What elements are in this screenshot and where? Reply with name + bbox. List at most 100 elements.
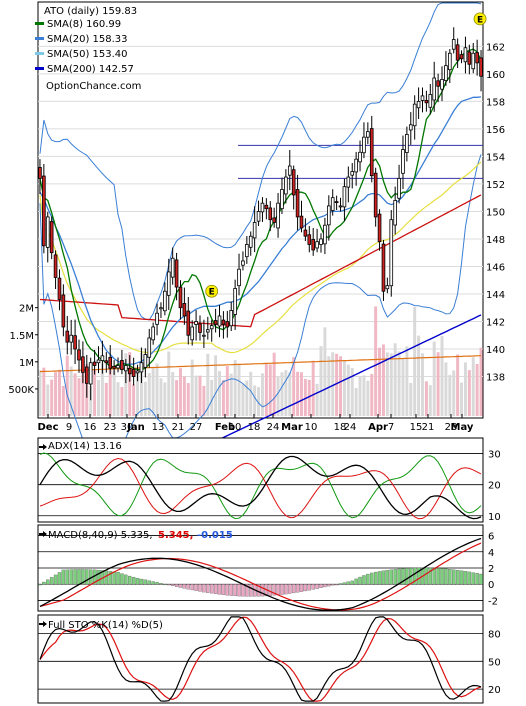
macd-line (39, 537, 482, 611)
volume-bar (335, 353, 339, 416)
sto-d-line (39, 616, 482, 702)
macd-histogram-bar (362, 575, 366, 585)
price-tick-label: 156 (486, 125, 505, 136)
macd-histogram-bar (206, 584, 210, 593)
macd-histogram-bar (370, 572, 374, 585)
macd-panel-tick-label: -2 (488, 596, 498, 607)
candle-body (221, 319, 226, 325)
volume-bar (444, 362, 448, 416)
volume-bar (112, 370, 116, 416)
volume-bar (421, 353, 424, 416)
volume-bar (436, 352, 440, 416)
x-axis-label: 28 (445, 422, 458, 433)
macd-histogram-bar (342, 582, 347, 585)
volume-bar (50, 379, 54, 416)
volume-bar (116, 382, 120, 416)
volume-bars (38, 306, 483, 416)
candle-body (96, 359, 101, 364)
macd-histogram-bar (381, 570, 386, 585)
candle-body (42, 175, 46, 247)
candle-body (209, 325, 214, 330)
candle-body (459, 54, 464, 60)
volume-bar (69, 366, 73, 416)
candle-body (381, 243, 386, 292)
volume-bar (249, 371, 253, 416)
volume-bar (370, 373, 374, 416)
volume-bar (311, 360, 315, 416)
candle-body (436, 80, 440, 87)
macd-histogram-bar (49, 577, 54, 585)
candle-body (412, 103, 417, 127)
macd-histogram-bar (323, 584, 327, 588)
volume-bar (307, 379, 311, 416)
candle-body (260, 202, 265, 213)
adx-panel-frame (37, 437, 484, 523)
candle-body (369, 128, 374, 177)
candle-body (280, 189, 284, 210)
volume-bar (393, 343, 397, 416)
legend-swatch (35, 67, 44, 70)
candle-body (73, 335, 77, 350)
legend-entry: SMA(20) 158.33 (47, 34, 128, 45)
adx-panel-tick-label: 30 (488, 450, 501, 461)
macd-histogram-bar (163, 583, 167, 586)
candle-body (428, 94, 433, 108)
macd-histogram-bar (377, 571, 382, 585)
sto-panel-tick-label: 20 (488, 685, 501, 696)
volume-bar (471, 357, 475, 416)
x-axis-label: 27 (190, 422, 203, 433)
macd-histogram-bar (190, 584, 194, 591)
volume-bar (460, 382, 464, 416)
macd-histogram-bar (440, 568, 444, 585)
macd-histogram-bar (245, 584, 249, 597)
panel-arrow-icon (39, 444, 47, 450)
volume-bar (139, 352, 143, 416)
macd-histogram-bar (69, 569, 73, 585)
volume-bar (303, 378, 307, 416)
macd-histogram-bar (444, 568, 448, 585)
candle-body (358, 151, 362, 163)
macd-histogram-bar (346, 581, 351, 585)
volume-bar (171, 372, 175, 416)
volume-bar (413, 306, 417, 416)
x-axis-label: 30 (121, 422, 134, 433)
macd-histogram-bar (295, 584, 300, 593)
macd-histogram-bar (38, 584, 42, 586)
price-tick-label: 138 (486, 372, 505, 383)
macd-histogram-bar (241, 584, 245, 597)
panel-arrow-icon (39, 621, 47, 627)
macd-histogram-bar (412, 567, 417, 585)
candle-body (233, 288, 237, 315)
macd-histogram-bar (46, 579, 50, 585)
macd-histogram-bar (303, 584, 308, 592)
candle-body (186, 310, 191, 336)
x-axis-label: 9 (66, 422, 72, 433)
candle-body (467, 51, 472, 65)
candle-body (397, 178, 401, 199)
volume-bar (327, 356, 331, 416)
macd-histogram-bar (237, 584, 241, 597)
macd-signal-line (39, 542, 482, 611)
sto-panel-frame (37, 614, 484, 704)
candle-body (49, 221, 54, 254)
volume-bar (424, 381, 428, 416)
candle-body (389, 219, 394, 287)
candle-body (198, 323, 202, 333)
volume-bar (440, 335, 444, 416)
candle-body (307, 234, 312, 245)
volume-bar (124, 353, 128, 416)
x-axis-label: 7 (388, 422, 394, 433)
x-axis-label: 13 (152, 422, 165, 433)
candle-body (194, 321, 198, 325)
candle-body (245, 244, 249, 258)
volume-bar (272, 352, 276, 416)
volume-bar (268, 364, 272, 416)
volume-bar (155, 363, 159, 416)
volume-bar (428, 385, 432, 416)
x-axis-label: Feb (215, 422, 235, 433)
x-axis-label: Dec (37, 422, 58, 433)
volume-bar (65, 355, 69, 416)
volume-bar (225, 366, 229, 416)
legend-swatch (35, 22, 44, 25)
